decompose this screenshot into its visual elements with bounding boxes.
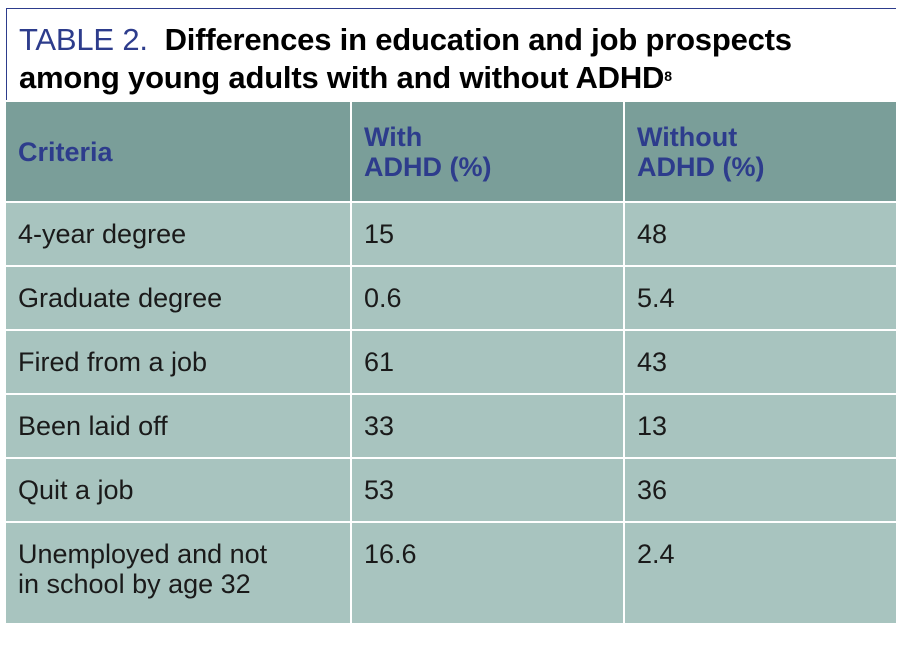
without-adhd-cell: 43 [623,329,898,395]
title-box: TABLE 2. Differences in education and jo… [6,8,896,100]
citation-superscript: 8 [664,68,672,84]
data-table: Criteria With ADHD (%) Without ADHD (%) … [4,100,898,625]
criteria-cell: 4-year degree [4,201,352,267]
criteria-cell: Been laid off [4,393,352,459]
with-adhd-cell: 53 [350,457,625,523]
without-adhd-cell: 2.4 [623,521,898,625]
header-without-adhd: Without ADHD (%) [623,100,898,203]
table-row: Unemployed and not in school by age 32 1… [4,521,898,625]
table-row: Quit a job 53 36 [4,457,898,523]
criteria-cell: Quit a job [4,457,352,523]
with-adhd-cell: 16.6 [350,521,625,625]
header-with-adhd: With ADHD (%) [350,100,625,203]
table-row: Fired from a job 61 43 [4,329,898,395]
criteria-cell: Graduate degree [4,265,352,331]
table-title: TABLE 2. Differences in education and jo… [19,21,896,97]
with-adhd-cell: 33 [350,393,625,459]
table-row: 4-year degree 15 48 [4,201,898,267]
without-adhd-cell: 13 [623,393,898,459]
without-adhd-cell: 5.4 [623,265,898,331]
with-adhd-cell: 61 [350,329,625,395]
without-adhd-cell: 48 [623,201,898,267]
header-row: Criteria With ADHD (%) Without ADHD (%) [4,100,898,203]
with-adhd-cell: 0.6 [350,265,625,331]
header-criteria: Criteria [4,100,352,203]
criteria-cell: Fired from a job [4,329,352,395]
table-row: Been laid off 33 13 [4,393,898,459]
with-adhd-cell: 15 [350,201,625,267]
without-adhd-cell: 36 [623,457,898,523]
table-title-text: Differences in education and job prospec… [19,22,792,95]
table-row: Graduate degree 0.6 5.4 [4,265,898,331]
criteria-cell: Unemployed and not in school by age 32 [4,521,352,625]
table-label: TABLE 2. [19,22,148,57]
